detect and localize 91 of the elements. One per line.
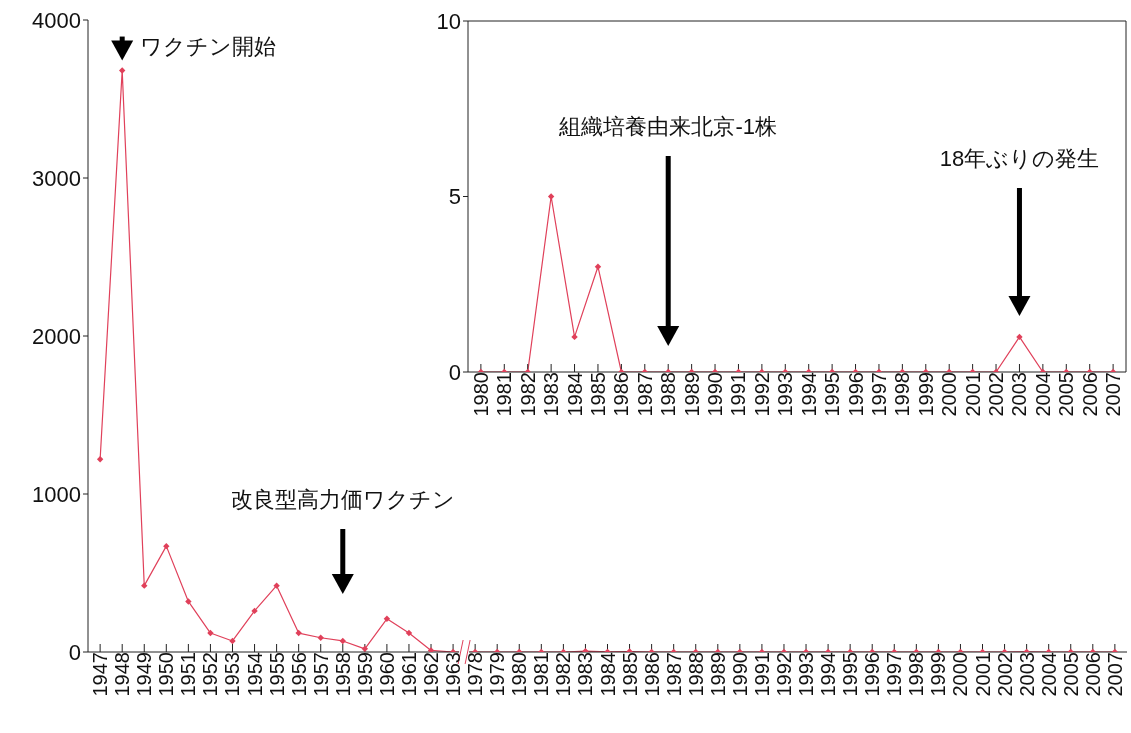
x-tick-label: 1999 — [914, 372, 937, 417]
x-tick-label: 1981 — [530, 652, 553, 697]
x-tick-label: 1985 — [586, 372, 609, 417]
y-tick-label: 1000 — [32, 481, 81, 507]
x-tick-label: 1984 — [563, 372, 586, 417]
x-tick-label: 1990 — [704, 372, 727, 417]
x-tick-label: 2004 — [1031, 372, 1054, 417]
x-tick-label: 2002 — [993, 652, 1016, 697]
x-tick-label: 2003 — [1015, 652, 1038, 697]
x-tick-label: 1954 — [243, 652, 266, 697]
x-tick-label: 1983 — [540, 372, 563, 417]
x-tick-label: 1959 — [353, 652, 376, 697]
x-tick-label: 2001 — [961, 372, 984, 417]
x-tick-label: 1983 — [574, 652, 597, 697]
x-tick-label: 1955 — [265, 652, 288, 697]
x-tick-label: 1958 — [331, 652, 354, 697]
x-tick-label: 1953 — [221, 652, 244, 697]
x-tick-label: 2002 — [985, 372, 1008, 417]
x-tick-label: 1992 — [772, 652, 795, 697]
point — [1016, 333, 1023, 341]
x-tick-label: 2007 — [1103, 652, 1126, 697]
x-tick-label: 1989 — [680, 372, 703, 417]
x-tick-label: 2006 — [1081, 652, 1104, 697]
x-tick-label: 1980 — [508, 652, 531, 697]
x-tick-label: 2003 — [1008, 372, 1031, 417]
y-tick-label: 10 — [436, 8, 461, 34]
x-tick-label: 1982 — [552, 652, 575, 697]
x-tick-label: 1962 — [420, 652, 443, 697]
x-tick-label: 1994 — [797, 372, 820, 417]
x-tick-label: 1988 — [657, 372, 680, 417]
annotation: 18年ぶりの発生 — [939, 146, 1100, 171]
x-tick-label: 2000 — [938, 372, 961, 417]
x-tick-label: 1990 — [728, 652, 751, 697]
annotation: 組織培養由来北京-1株 — [558, 114, 777, 139]
x-tick-label: 1947 — [89, 652, 112, 697]
x-tick-label: 2001 — [971, 652, 994, 697]
point — [547, 193, 555, 200]
y-tick-label: 0 — [68, 639, 81, 665]
x-tick-label: 1996 — [844, 372, 867, 417]
x-tick-label: 1991 — [727, 372, 750, 417]
x-tick-label: 1952 — [199, 652, 222, 697]
x-tick-label: 2005 — [1059, 652, 1082, 697]
y-tick-label: 4000 — [32, 7, 81, 33]
x-tick-label: 1996 — [861, 652, 884, 697]
x-tick-label: 2005 — [1055, 372, 1078, 417]
x-tick-label: 1987 — [633, 372, 656, 417]
x-tick-label: 1986 — [640, 652, 663, 697]
x-tick-label: 2006 — [1078, 372, 1101, 417]
x-tick-label: 1951 — [177, 652, 200, 697]
x-tick-label: 1998 — [891, 372, 914, 417]
x-tick-label: 1963 — [442, 652, 465, 697]
x-tick-label: 1993 — [774, 372, 797, 417]
x-tick-label: 1961 — [397, 652, 420, 697]
x-tick-label: 1979 — [486, 652, 509, 697]
y-tick-label: 3000 — [32, 165, 81, 191]
x-tick-label: 1991 — [750, 652, 773, 697]
x-tick-label: 1988 — [684, 652, 707, 697]
point — [594, 263, 602, 270]
x-tick-label: 1994 — [817, 652, 840, 697]
x-tick-label: 1957 — [309, 652, 332, 697]
x-tick-label: 1949 — [133, 652, 156, 697]
x-tick-label: 2004 — [1037, 652, 1060, 697]
y-tick-label: 0 — [448, 359, 461, 385]
x-tick-label: 2007 — [1102, 372, 1125, 417]
x-tick-label: 1987 — [662, 652, 685, 697]
x-tick-label: 1999 — [927, 652, 950, 697]
x-tick-label: 1982 — [516, 372, 539, 417]
x-tick-label: 1992 — [750, 372, 773, 417]
x-tick-label: 1995 — [839, 652, 862, 697]
x-tick-label: 1978 — [464, 652, 487, 697]
y-tick-label: 2000 — [32, 323, 81, 349]
x-tick-label: 1989 — [706, 652, 729, 697]
x-tick-label: 1960 — [375, 652, 398, 697]
x-tick-label: 1980 — [469, 372, 492, 417]
annotation: ワクチン開始 — [140, 34, 277, 60]
x-tick-label: 1981 — [493, 372, 516, 417]
x-tick-label: 1948 — [111, 652, 134, 697]
x-tick-label: 1998 — [905, 652, 928, 697]
y-tick-label: 5 — [448, 184, 461, 210]
annotation: 改良型高力価ワクチン — [230, 487, 455, 512]
x-tick-label: 1950 — [155, 652, 178, 697]
x-tick-label: 2000 — [949, 652, 972, 697]
point — [571, 333, 578, 341]
x-tick-label: 1993 — [795, 652, 818, 697]
x-tick-label: 1995 — [821, 372, 844, 417]
x-tick-label: 1984 — [596, 652, 619, 697]
x-tick-label: 1986 — [610, 372, 633, 417]
x-tick-label: 1956 — [287, 652, 310, 697]
x-tick-label: 1997 — [867, 372, 890, 417]
x-tick-label: 1997 — [883, 652, 906, 697]
x-tick-label: 1985 — [618, 652, 641, 697]
